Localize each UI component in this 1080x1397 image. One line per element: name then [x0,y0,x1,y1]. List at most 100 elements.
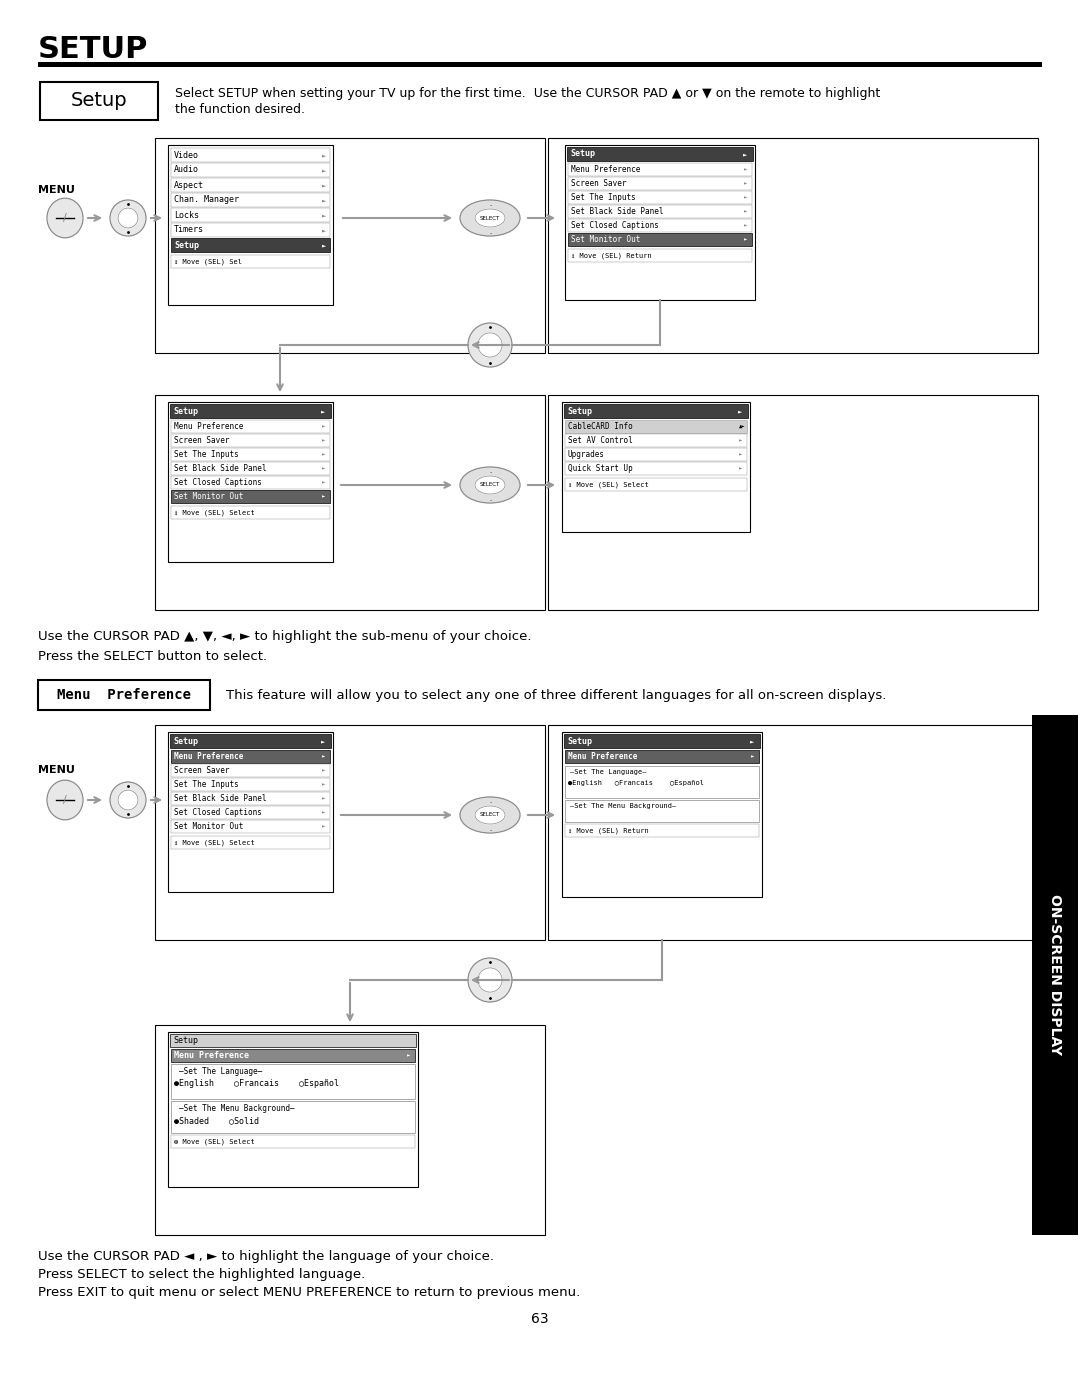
Text: Set The Inputs: Set The Inputs [571,193,636,203]
Text: ►: ► [751,754,754,759]
Text: Video: Video [174,151,199,159]
Text: Set Closed Captions: Set Closed Captions [174,478,261,488]
Bar [40,82,158,120]
Text: MENU: MENU [38,184,75,196]
Ellipse shape [48,198,83,237]
Text: ►: ► [322,439,325,443]
Text: ►: ► [322,182,326,189]
Ellipse shape [468,958,512,1002]
Bar [168,145,333,305]
Text: Menu Preference: Menu Preference [174,422,243,432]
Bar [568,163,752,176]
Bar [38,680,210,710]
Text: ►: ► [750,738,754,745]
Text: Press the SELECT button to select.: Press the SELECT button to select. [38,650,267,664]
Bar [548,395,1038,610]
Text: Menu Preference: Menu Preference [174,752,243,761]
Text: ►: ► [322,768,325,773]
Text: Use the CURSOR PAD ◄ , ► to highlight the language of your choice.: Use the CURSOR PAD ◄ , ► to highlight th… [38,1250,494,1263]
Text: ↕ Move (SEL) Sel: ↕ Move (SEL) Sel [174,258,242,265]
Text: ►: ► [739,467,742,471]
Bar [564,404,748,418]
Text: Screen Saver: Screen Saver [174,436,229,446]
Text: Set Closed Captions: Set Closed Captions [174,807,261,817]
Bar [565,478,747,490]
Text: .: . [489,826,491,833]
Bar [568,205,752,218]
Text: MENU: MENU [38,766,75,775]
Bar [565,145,755,300]
Bar [171,792,330,805]
Text: ●English    ○Francais    ○Español: ●English ○Francais ○Español [174,1080,339,1088]
Bar [568,191,752,204]
Bar [565,824,759,837]
Bar [1032,715,1078,1235]
Text: ►: ► [322,152,326,158]
Text: ►: ► [322,467,325,471]
Ellipse shape [475,476,505,495]
Bar [171,750,330,763]
Text: Setup: Setup [173,1037,198,1045]
Text: .: . [489,201,491,207]
Text: SELECT: SELECT [480,482,500,488]
Text: ►: ► [322,824,325,828]
Bar [171,237,330,251]
Text: ON-SCREEN DISPLAY: ON-SCREEN DISPLAY [1048,894,1062,1056]
Bar [171,462,330,475]
Text: SETUP: SETUP [38,35,148,64]
Text: ►: ► [322,481,325,485]
Bar [565,434,747,447]
Text: ►: ► [322,796,325,800]
Text: ►: ► [322,754,325,759]
Bar [548,138,1038,353]
Text: .: . [489,468,491,474]
Text: Set Monitor Out: Set Monitor Out [174,492,243,502]
Bar [568,233,752,246]
Bar [171,256,330,268]
Bar [171,148,330,162]
Text: Setup: Setup [173,736,198,746]
Text: ↕ Move (SEL) Return: ↕ Move (SEL) Return [568,827,649,834]
Text: SELECT: SELECT [480,813,500,817]
Text: Setup: Setup [567,736,592,746]
Text: /: / [63,212,67,224]
Bar [171,434,330,447]
Ellipse shape [460,798,519,833]
Bar [565,448,747,461]
Text: Aspect: Aspect [174,180,204,190]
Bar [171,506,330,520]
Text: ↕ Move (SEL) Select: ↕ Move (SEL) Select [174,510,255,515]
Text: ►: ► [744,210,747,214]
Bar [171,778,330,791]
Text: ↕ Move (SEL) Select: ↕ Move (SEL) Select [174,840,255,845]
Bar [568,177,752,190]
Text: Audio: Audio [174,165,199,175]
Bar [168,1032,418,1187]
Text: the function desired.: the function desired. [175,103,305,116]
Bar [171,420,330,433]
Text: Screen Saver: Screen Saver [571,179,626,189]
Text: ►: ► [322,782,325,787]
Bar [565,462,747,475]
Text: Select SETUP when setting your TV up for the first time.  Use the CURSOR PAD ▲ o: Select SETUP when setting your TV up for… [175,87,880,101]
Bar [171,193,330,207]
Text: Set Closed Captions: Set Closed Captions [571,221,659,231]
Bar [171,448,330,461]
Text: ►: ► [739,439,742,443]
Text: ►: ► [739,453,742,457]
Bar [171,163,330,177]
Bar [562,732,762,897]
Text: ▲►: ▲► [739,425,745,429]
Bar [171,764,330,777]
Text: Menu Preference: Menu Preference [571,165,640,175]
Ellipse shape [118,791,138,810]
Ellipse shape [477,332,502,358]
Text: ►: ► [744,182,747,186]
Text: Set Black Side Panel: Set Black Side Panel [571,207,663,217]
Text: Set AV Control: Set AV Control [568,436,633,446]
Bar [171,490,330,503]
Text: Press SELECT to select the highlighted language.: Press SELECT to select the highlighted l… [38,1268,365,1281]
Text: ►: ► [744,196,747,200]
Text: —Set The Language—: —Set The Language— [570,768,647,775]
Text: Set Black Side Panel: Set Black Side Panel [174,464,267,474]
